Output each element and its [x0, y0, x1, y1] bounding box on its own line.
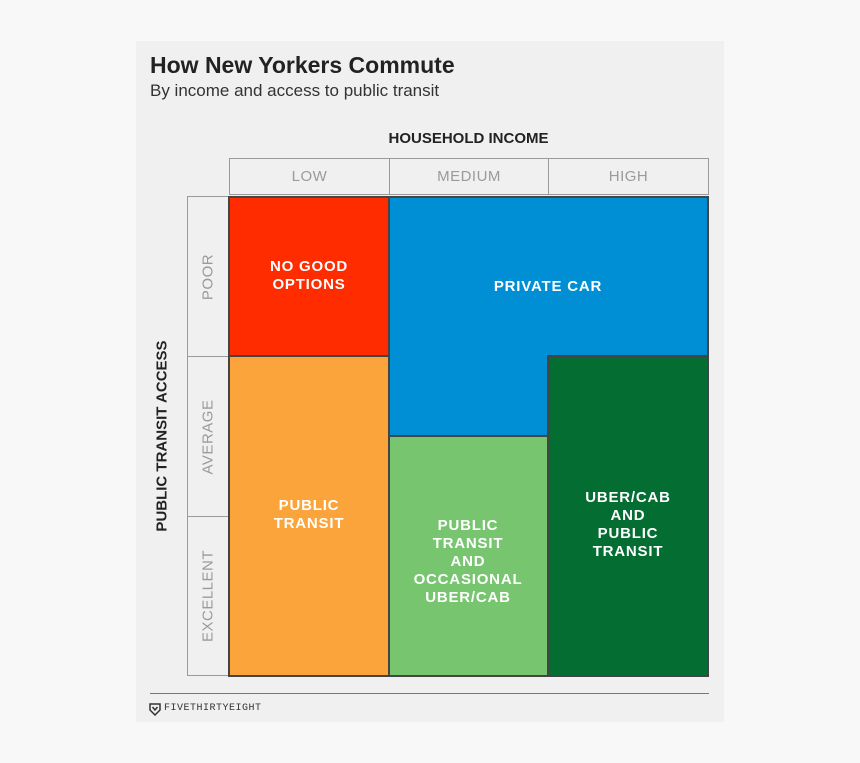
- region-label-uber-cab-and-transit: UBER/CAB AND PUBLIC TRANSIT: [585, 489, 671, 560]
- row-header-excellent: EXCELLENT: [187, 516, 229, 676]
- chart-subtitle: By income and access to public transit: [150, 81, 440, 100]
- row-header-average: AVERAGE: [187, 356, 229, 517]
- column-header-high: HIGH: [548, 158, 709, 195]
- region-uber-cab-and-transit: [547, 355, 709, 677]
- chart-title: How New Yorkers Commute: [150, 52, 455, 78]
- region-label-private-car: PRIVATE CAR: [493, 278, 603, 295]
- footer-divider: [150, 693, 709, 694]
- footer-source: FIVETHIRTYEIGHT: [164, 703, 262, 714]
- column-header-low: LOW: [229, 158, 390, 195]
- fivethirtyeight-logo-icon: [149, 703, 161, 716]
- column-header-medium: MEDIUM: [389, 158, 549, 195]
- region-label-public-transit-and-cab: PUBLIC TRANSIT AND OCCASIONAL UBER/CAB: [413, 517, 523, 606]
- region-label-no-good-options: NO GOOD OPTIONS: [269, 258, 349, 293]
- region-label-public-transit: PUBLIC TRANSIT: [273, 497, 345, 532]
- x-axis-title: HOUSEHOLD INCOME: [388, 130, 549, 147]
- row-header-poor: POOR: [187, 196, 229, 357]
